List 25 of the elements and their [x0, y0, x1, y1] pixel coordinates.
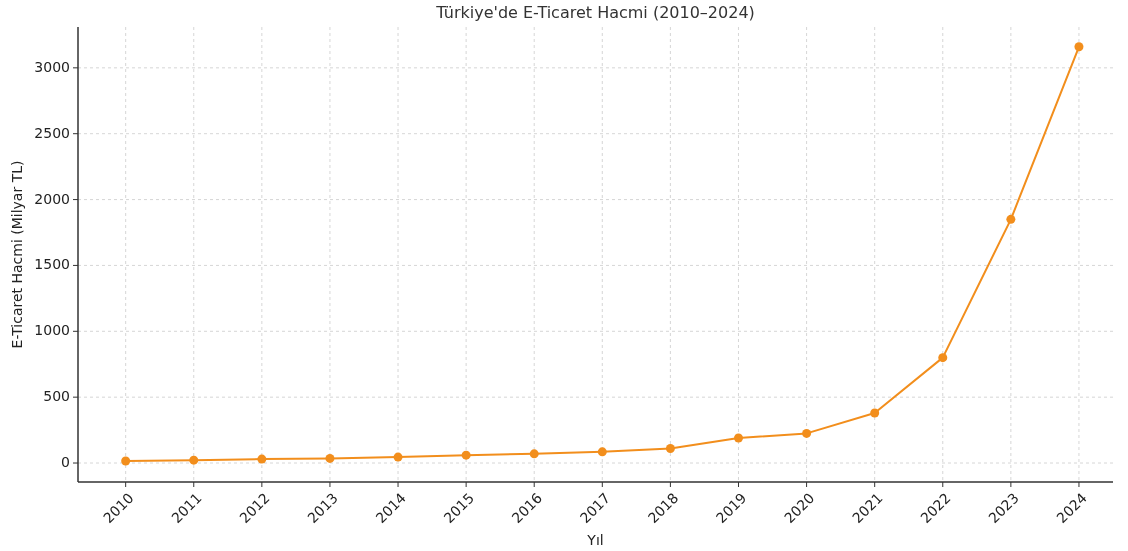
y-tick-label: 2000	[34, 190, 70, 207]
chart-title: Türkiye'de E-Ticaret Hacmi (2010–2024)	[435, 3, 755, 22]
point	[665, 444, 675, 454]
point	[189, 455, 199, 465]
y-tick-label: 1000	[34, 322, 70, 339]
y-tick-label: 500	[43, 388, 70, 405]
point	[938, 353, 948, 363]
point	[461, 450, 471, 460]
y-tick-label: 2500	[34, 124, 70, 141]
point	[529, 449, 539, 459]
y-axis-title: E-Ticaret Hacmi (Milyar TL)	[9, 160, 25, 349]
y-tick-label: 3000	[34, 58, 70, 75]
y-tick-label: 1500	[34, 256, 70, 273]
point	[257, 454, 267, 464]
point	[325, 453, 335, 463]
point	[1006, 214, 1016, 224]
point	[1074, 42, 1084, 52]
point	[121, 456, 131, 466]
y-tick-label: 0	[61, 454, 70, 471]
x-axis-title: Yıl	[586, 532, 604, 548]
point	[393, 452, 403, 462]
point	[733, 433, 743, 443]
point	[870, 408, 880, 418]
point	[802, 428, 812, 438]
point	[597, 447, 607, 457]
